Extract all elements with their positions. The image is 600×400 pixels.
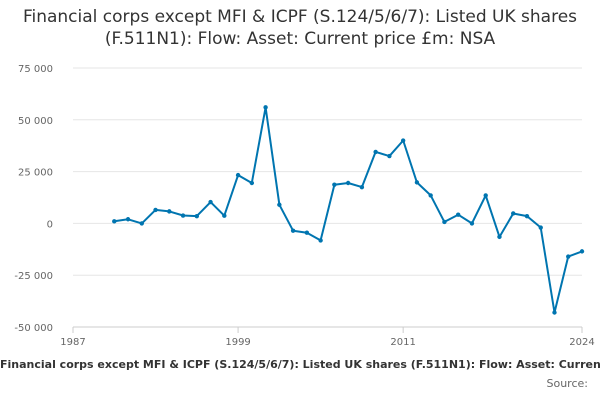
data-point[interactable]	[455, 212, 461, 217]
data-point[interactable]	[538, 225, 543, 230]
data-points	[112, 105, 585, 315]
data-point[interactable]	[524, 213, 530, 219]
y-tick-label: -50 000	[14, 323, 53, 334]
data-point[interactable]	[483, 193, 488, 198]
chart-title: Financial corps except MFI & ICPF (S.124…	[22, 7, 578, 49]
data-point[interactable]	[249, 180, 255, 186]
data-point[interactable]	[318, 238, 323, 243]
data-point[interactable]	[345, 180, 351, 186]
data-point[interactable]	[139, 221, 144, 226]
data-point[interactable]	[263, 105, 268, 110]
data-point[interactable]	[332, 182, 337, 187]
data-point[interactable]	[497, 234, 502, 240]
data-point[interactable]	[387, 153, 392, 159]
data-point[interactable]	[414, 180, 420, 185]
data-point[interactable]	[511, 211, 516, 216]
x-tick-label: 2011	[390, 337, 415, 348]
data-point[interactable]	[222, 213, 227, 218]
grid-lines	[73, 67, 582, 328]
data-point[interactable]	[373, 149, 378, 155]
data-point[interactable]	[290, 228, 296, 233]
data-point[interactable]	[428, 193, 433, 198]
y-tick-label: 75 000	[18, 64, 53, 75]
data-point[interactable]	[442, 219, 447, 225]
data-point[interactable]	[194, 213, 200, 219]
data-point[interactable]	[566, 254, 571, 259]
data-point[interactable]	[125, 217, 131, 222]
x-tick-label: 1999	[225, 337, 250, 348]
data-point[interactable]	[167, 209, 172, 214]
data-point[interactable]	[180, 213, 186, 218]
data-point[interactable]	[153, 207, 158, 213]
data-point[interactable]	[469, 221, 475, 226]
legend-series-label: Financial corps except MFI & ICPF (S.124…	[0, 358, 600, 371]
data-point[interactable]	[208, 199, 213, 205]
data-point[interactable]	[400, 138, 406, 143]
axes: 75 000 50 000 25 000 0 -25 000 -50 000 1987 199…	[14, 64, 594, 348]
data-point[interactable]	[277, 202, 282, 207]
data-point[interactable]	[579, 249, 585, 254]
series-line-layer	[114, 106, 583, 314]
y-tick-label: -25 000	[14, 271, 53, 282]
x-tick-label: 2024	[569, 337, 594, 348]
data-point[interactable]	[235, 172, 241, 178]
y-tick-label: 50 000	[18, 116, 53, 127]
data-point[interactable]	[304, 230, 310, 235]
y-tick-label: 0	[47, 219, 53, 230]
source-label: Source:	[546, 377, 589, 390]
x-tick-label: 1987	[60, 337, 85, 348]
series-line	[114, 106, 583, 314]
data-point[interactable]	[359, 184, 365, 190]
data-point[interactable]	[112, 219, 117, 224]
y-tick-label: 25 000	[18, 168, 53, 179]
data-point[interactable]	[552, 310, 557, 315]
